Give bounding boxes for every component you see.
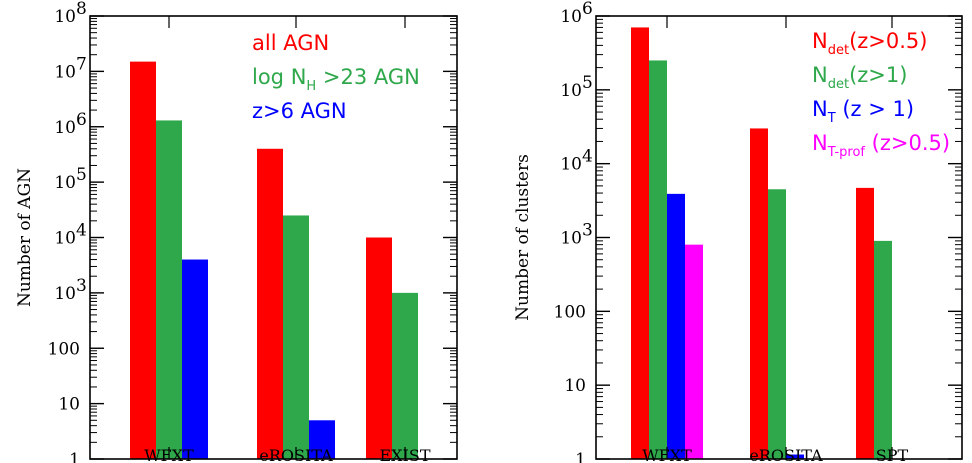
y-tick-exponent: 6	[582, 0, 593, 19]
bar-wfxt-0	[130, 61, 156, 459]
legend-entry: Ndet(z>0.5)	[812, 29, 927, 58]
category-label: SPT	[876, 446, 909, 463]
bar-spt-0	[856, 187, 874, 459]
legend-entry: all AGN	[252, 31, 329, 55]
y-tick-label: 10	[560, 81, 582, 101]
y-tick-label: 10	[58, 395, 80, 415]
y-tick-exponent: 7	[76, 54, 87, 74]
bar-wfxt-2	[667, 193, 685, 459]
category-label: WFXT	[642, 446, 692, 463]
bar-wfxt-0	[631, 27, 649, 460]
y-tick-exponent: 3	[582, 221, 593, 241]
y-tick-label: 100	[554, 302, 586, 322]
legend-entry: NT (z > 1)	[812, 97, 914, 126]
y-tick-label: 1	[69, 450, 80, 463]
y-tick-label: 10	[54, 118, 76, 138]
bar-wfxt-1	[156, 120, 182, 460]
y-tick-exponent: 3	[76, 276, 87, 296]
category-label: WFXT	[144, 446, 194, 463]
bar-exist-1	[392, 292, 418, 459]
y-tick-label: 100	[48, 339, 80, 359]
category-label: eROSITA	[259, 446, 333, 463]
bar-erosita-1	[768, 189, 786, 459]
y-tick-label: 10	[54, 7, 76, 27]
y-tick-label: 10	[54, 62, 76, 82]
y-axis-label: Number of clusters	[513, 154, 533, 321]
y-tick-exponent: 6	[76, 110, 87, 130]
legend-entry: z>6 AGN	[252, 99, 347, 123]
bar-wfxt-2	[182, 259, 208, 459]
category-label: eROSITA	[749, 446, 823, 463]
legend-entry: log NH >23 AGN	[252, 65, 420, 94]
legend-entry: Ndet(z>1)	[812, 63, 907, 92]
y-tick-exponent: 5	[582, 73, 593, 93]
legend-entry: NT-prof (z>0.5)	[812, 131, 950, 160]
y-tick-exponent: 5	[76, 165, 87, 185]
bar-erosita-2	[309, 420, 335, 459]
category-label: EXIST	[379, 446, 430, 463]
y-tick-exponent: 8	[76, 0, 87, 19]
y-tick-exponent: 4	[582, 147, 593, 167]
bar-spt-1	[874, 240, 892, 459]
y-axis-label: Number of AGN	[15, 168, 35, 307]
bar-erosita-0	[257, 148, 283, 459]
y-tick-label: 10	[560, 155, 582, 175]
y-tick-label: 10	[54, 229, 76, 249]
y-tick-label: 10	[54, 284, 76, 304]
bar-erosita-0	[750, 128, 768, 459]
y-tick-exponent: 4	[76, 221, 87, 241]
y-tick-label: 10	[54, 173, 76, 193]
y-tick-label: 10	[564, 376, 586, 396]
bar-exist-0	[366, 237, 392, 459]
y-tick-label: 1	[575, 450, 586, 463]
y-tick-label: 10	[560, 229, 582, 249]
bar-erosita-1	[283, 215, 309, 459]
y-tick-label: 10	[560, 7, 582, 27]
bar-erosita-2	[786, 454, 804, 459]
bar-wfxt-1	[649, 60, 667, 460]
bar-wfxt-3	[685, 244, 703, 459]
